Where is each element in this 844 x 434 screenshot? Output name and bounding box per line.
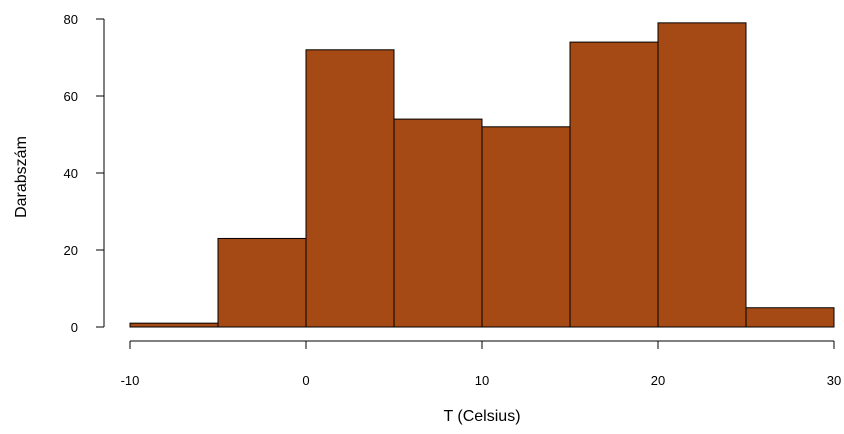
histogram-bar-4: [481, 126, 571, 328]
y-tick-label-0: 0: [71, 320, 78, 335]
bars-group: [129, 22, 835, 328]
y-axis: 0 20 40 60 80: [64, 12, 105, 335]
histogram-bar-1: [217, 237, 307, 328]
x-tick-label-1: 0: [302, 373, 309, 388]
x-axis: -10 0 10 20 30: [121, 340, 841, 388]
x-tick-label-0: -10: [121, 373, 140, 388]
x-tick-label-3: 20: [651, 373, 665, 388]
y-axis-label: Darabszám: [13, 136, 30, 218]
y-tick-label-4: 80: [64, 12, 78, 27]
y-tick-label-3: 60: [64, 89, 78, 104]
y-tick-label-1: 20: [64, 243, 78, 258]
histogram-bar-0: [129, 322, 219, 328]
x-axis-label: T (Celsius): [443, 408, 520, 425]
x-tick-label-4: 30: [827, 373, 841, 388]
histogram-bar-5: [569, 41, 659, 328]
histogram-bar-7: [745, 307, 835, 328]
histogram-bar-6: [657, 22, 747, 328]
histogram-bar-3: [393, 118, 483, 328]
y-tick-label-2: 40: [64, 166, 78, 181]
histogram-bar-2: [305, 49, 395, 328]
x-tick-label-2: 10: [475, 373, 489, 388]
